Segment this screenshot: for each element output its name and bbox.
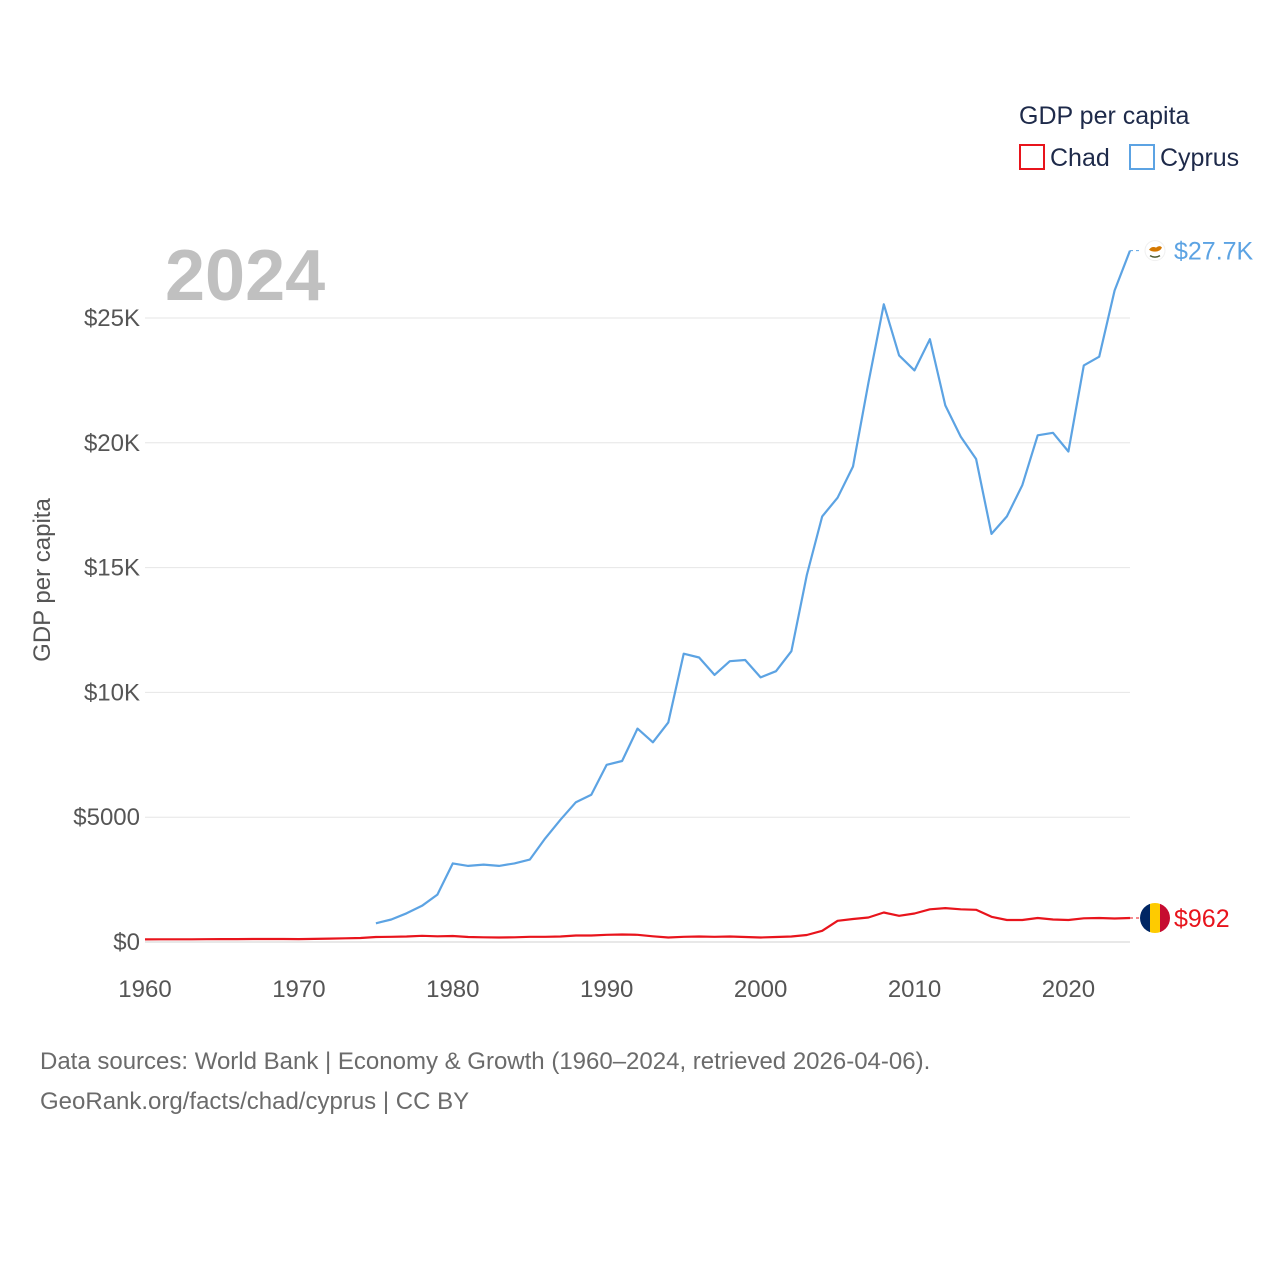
legend-title: GDP per capita — [1019, 102, 1190, 130]
y-tick-label: $5000 — [73, 804, 140, 831]
end-value-label-cyprus: $27.7K — [1174, 238, 1254, 266]
x-tick-label: 1980 — [426, 976, 479, 1003]
gridlines — [145, 317, 1130, 943]
series-line-chad[interactable] — [144, 906, 1131, 941]
legend: GDP per capita Chad Cyprus — [1019, 102, 1239, 172]
x-tick-label: 2010 — [888, 976, 941, 1003]
x-tick-label: 1960 — [118, 976, 171, 1003]
y-tick-label: $10K — [84, 679, 140, 706]
source-line-2: GeoRank.org/facts/chad/cyprus | CC BY — [40, 1088, 470, 1115]
year-overlay: 2024 — [165, 236, 325, 316]
x-tick-label: 1970 — [272, 976, 325, 1003]
source-line-1: Data sources: World Bank | Economy & Gro… — [40, 1048, 931, 1075]
series-line-cyprus[interactable] — [375, 250, 1132, 925]
legend-swatch-cyprus[interactable] — [1129, 144, 1155, 170]
series-lines — [144, 250, 1132, 941]
chad-flag-icon — [1140, 902, 1170, 933]
y-axis-title: GDP per capita — [29, 498, 56, 662]
cyprus-flag-icon — [1144, 240, 1166, 262]
y-tick-label: $20K — [84, 430, 140, 457]
end-value-label-chad: $962 — [1174, 905, 1230, 933]
legend-label-chad[interactable]: Chad — [1050, 144, 1110, 172]
y-axis: $0 $5000 $10K $15K $20K $25K — [73, 305, 140, 956]
series-end-markers: $962 $27.7K — [1130, 238, 1254, 933]
x-tick-label: 2020 — [1042, 976, 1095, 1003]
y-tick-label: $25K — [84, 305, 140, 332]
legend-label-cyprus[interactable]: Cyprus — [1160, 144, 1239, 172]
legend-swatch-chad[interactable] — [1019, 144, 1045, 170]
x-tick-label: 2000 — [734, 976, 787, 1003]
source-note: Data sources: World Bank | Economy & Gro… — [40, 1042, 1240, 1122]
x-axis: 1960 1970 1980 1990 2000 2010 2020 — [118, 976, 1095, 1003]
y-tick-label: $15K — [84, 555, 140, 582]
x-tick-label: 1990 — [580, 976, 633, 1003]
y-tick-label: $0 — [113, 929, 140, 956]
